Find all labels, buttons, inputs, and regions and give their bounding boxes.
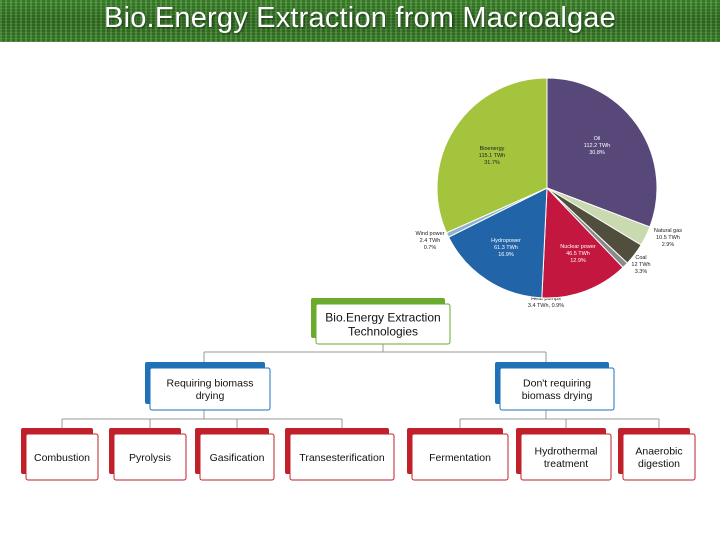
leaf-node-hydrothermal-treatment: Hydrothermal treatment [516,428,612,481]
leaf-node-anaerobic-digestion: Anaerobic digestion [618,428,696,481]
leaf-node-anaerobic-digestion-label: Anaerobic digestion [635,446,682,471]
tree-nodes: Bio.Energy Extraction Technologies Requiri… [21,298,696,481]
pie-label-hydropower: Hydropower 61.3 TWh 16.9% [491,238,521,258]
leaf-node-gasification-label: Gasification [210,452,265,464]
branch-node-requiring-biomass-drying-label: Requiring biomass drying [167,378,254,403]
leaf-node-fermentation-box [411,433,509,481]
leaf-node-pyrolysis: Pyrolysis [109,428,187,481]
slide-title: Bio.Energy Extraction from Macroalgae [104,2,616,34]
leaf-node-fermentation: Fermentation [407,428,509,481]
pie-label-wind-power: Wind power 2.4 TWh 0.7% [415,231,444,251]
root-node-bioenergy-extraction: Bio.Energy Extraction Technologies [311,298,451,345]
title-bar [0,0,720,42]
root-node-bioenergy-extraction-box [315,303,451,345]
pie-slice-oil [546,77,658,228]
leaf-node-combustion: Combustion [21,428,99,481]
leaf-node-anaerobic-digestion-box [622,433,696,481]
pie-label-natural-gas: Natural gas 10.5 TWh 2.9% [654,228,682,248]
pie-label-coal: Coal 12 TWh 3.3% [631,255,650,275]
pie-slice-nuclear-power [541,186,624,299]
leaf-node-hydrothermal-treatment-box [520,433,612,481]
leaf-node-transesterification-box [289,433,395,481]
leaf-node-combustion-box [25,433,99,481]
leaf-node-hydrothermal-treatment-label: Hydrothermal treatment [534,446,597,471]
pie-label-heat-pumps: Heat pumps 3.4 TWh, 0.9% [528,296,564,309]
leaf-node-pyrolysis-box [113,433,187,481]
pie-label-nuclear-power: Nuclear power 46.5 TWh 12.9% [560,244,596,264]
branch-node-don-t-requiring-biomass-drying: Don't requiring biomass drying [495,362,615,411]
leaf-node-gasification-box [199,433,275,481]
leaf-node-transesterification-label: Transesterification [299,452,385,464]
pie-chart: Oil 112.2 TWh 30.8% Natural gas 10.5 TWh 2.9%… [415,77,682,309]
leaf-node-gasification: Gasification [195,428,275,481]
pie-label-bioenergy: Bioenergy 115.1 TWh 31.7% [479,146,505,166]
leaf-node-transesterification: Transesterification [285,428,395,481]
branch-node-don-t-requiring-biomass-drying-box [499,367,615,411]
root-node-bioenergy-extraction-label: Bio.Energy Extraction Technologies [325,310,440,338]
tree-connectors [61,344,660,434]
leaf-node-fermentation-label: Fermentation [429,452,491,464]
leaf-node-combustion-label: Combustion [34,452,90,464]
leaf-node-pyrolysis-label: Pyrolysis [129,452,171,464]
branch-node-requiring-biomass-drying: Requiring biomass drying [145,362,271,411]
pie-label-oil: Oil 112.2 TWh 30.8% [584,136,610,156]
branch-node-requiring-biomass-drying-box [149,367,271,411]
pie-slice-hydropower [447,187,548,299]
pie-slice-bioenergy [436,77,548,234]
branch-node-don-t-requiring-biomass-drying-label: Don't requiring biomass drying [522,378,593,403]
